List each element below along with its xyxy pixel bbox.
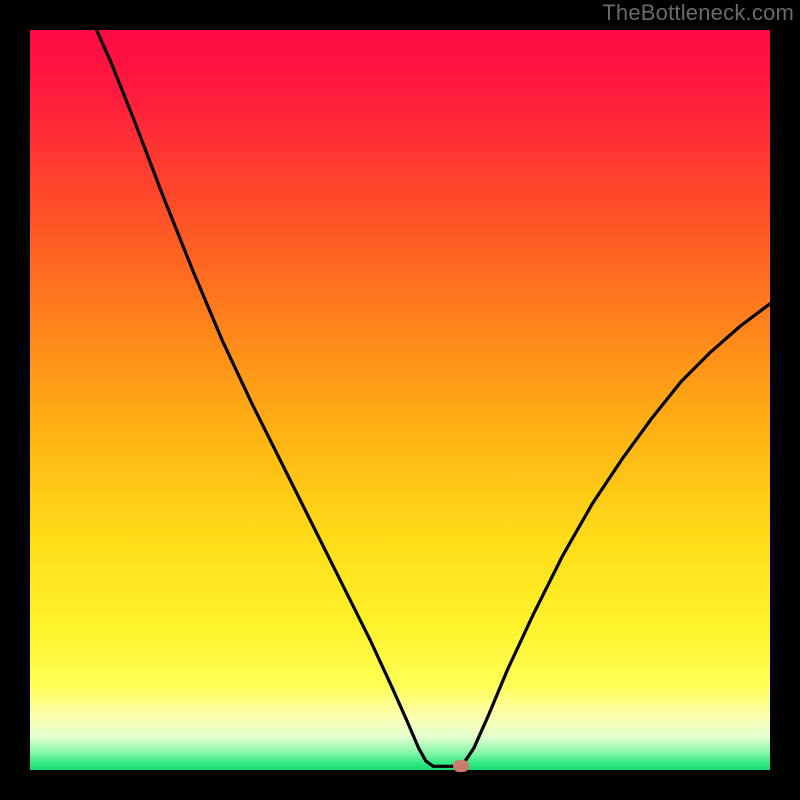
watermark-text: TheBottleneck.com — [602, 0, 794, 26]
optimum-marker — [453, 760, 469, 772]
bottleneck-curve — [30, 30, 770, 770]
plot-area — [30, 30, 770, 770]
chart-container: TheBottleneck.com — [0, 0, 800, 800]
